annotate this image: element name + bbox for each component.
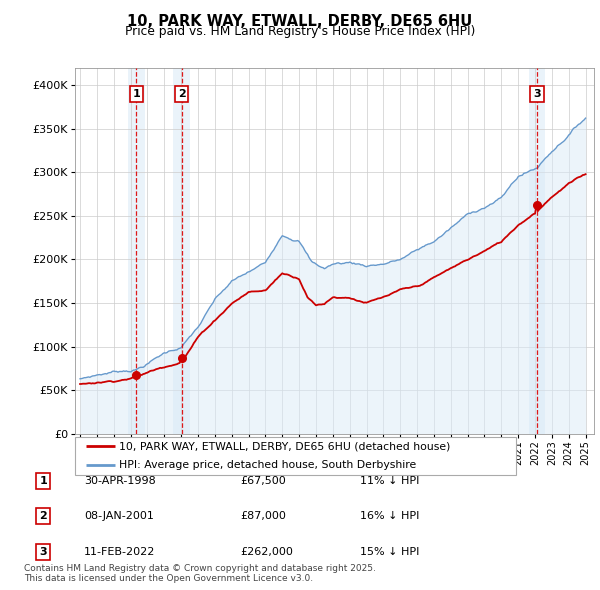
Text: 16% ↓ HPI: 16% ↓ HPI — [360, 512, 419, 521]
Text: 3: 3 — [40, 547, 47, 556]
Text: £262,000: £262,000 — [240, 547, 293, 556]
Text: £87,000: £87,000 — [240, 512, 286, 521]
Text: 2: 2 — [40, 512, 47, 521]
Text: Contains HM Land Registry data © Crown copyright and database right 2025.
This d: Contains HM Land Registry data © Crown c… — [24, 563, 376, 583]
Bar — [128, 68, 145, 434]
Text: 3: 3 — [533, 89, 541, 99]
Text: 10, PARK WAY, ETWALL, DERBY, DE65 6HU (detached house): 10, PARK WAY, ETWALL, DERBY, DE65 6HU (d… — [119, 441, 451, 451]
Text: 1: 1 — [132, 89, 140, 99]
Text: Price paid vs. HM Land Registry's House Price Index (HPI): Price paid vs. HM Land Registry's House … — [125, 25, 475, 38]
Text: 1: 1 — [40, 476, 47, 486]
Text: HPI: Average price, detached house, South Derbyshire: HPI: Average price, detached house, Sout… — [119, 460, 416, 470]
Text: 11% ↓ HPI: 11% ↓ HPI — [360, 476, 419, 486]
Text: 10, PARK WAY, ETWALL, DERBY, DE65 6HU: 10, PARK WAY, ETWALL, DERBY, DE65 6HU — [127, 14, 473, 28]
Bar — [529, 68, 545, 434]
Text: 11-FEB-2022: 11-FEB-2022 — [84, 547, 155, 556]
Text: 2: 2 — [178, 89, 185, 99]
Bar — [173, 68, 190, 434]
Text: 15% ↓ HPI: 15% ↓ HPI — [360, 547, 419, 556]
Text: 08-JAN-2001: 08-JAN-2001 — [84, 512, 154, 521]
Text: 30-APR-1998: 30-APR-1998 — [84, 476, 156, 486]
Text: £67,500: £67,500 — [240, 476, 286, 486]
